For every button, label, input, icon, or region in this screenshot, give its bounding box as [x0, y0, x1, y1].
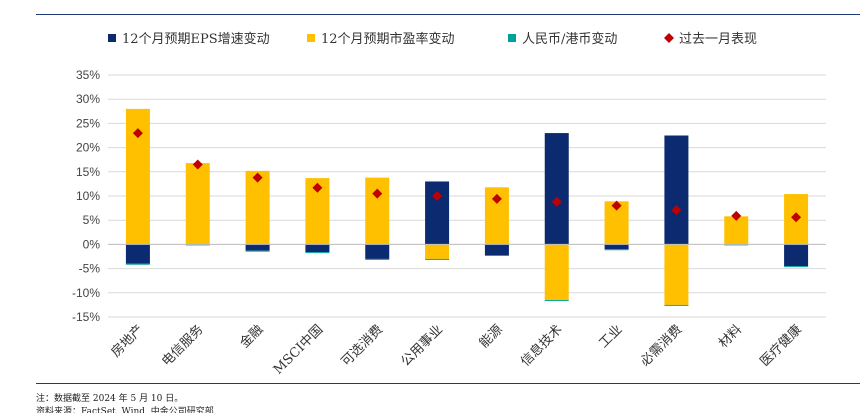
bar-pe: [365, 177, 390, 245]
bar-fx: [365, 258, 390, 260]
x-tick-label: 金融: [237, 322, 267, 352]
performance-marker: [611, 200, 622, 211]
bar-pe: [125, 108, 150, 245]
performance-marker: [192, 159, 203, 170]
bar-eps: [365, 244, 390, 259]
bar-eps: [305, 244, 330, 253]
legend-swatch: [307, 34, 315, 42]
source-note: 资料来源：FactSet, Wind, 中金公司研究部: [36, 407, 214, 413]
y-tick-label: 35%: [76, 68, 100, 82]
performance-marker: [372, 188, 383, 199]
performance-marker: [432, 191, 443, 201]
bar-eps: [484, 244, 509, 256]
performance-marker: [791, 212, 802, 223]
performance-marker: [551, 196, 562, 207]
performance-marker: [731, 210, 742, 221]
x-tick-label: 可选消费: [339, 322, 386, 369]
legend-label: 过去一月表现: [679, 32, 757, 47]
bar-eps: [784, 244, 809, 267]
chart: 35% 30% 25% 20% 15% 10% 5% 0% -5% -10% -15% 房地产 电信服务…: [72, 31, 826, 378]
y-tick-label: 10%: [76, 189, 100, 203]
y-tick-label: 20%: [76, 141, 100, 155]
x-tick-label: 电信服务: [158, 322, 206, 370]
top-rule: [36, 14, 860, 15]
x-tick-label: MSCI中国: [271, 322, 326, 377]
bar-eps: [664, 135, 689, 245]
bar-eps: [125, 244, 150, 264]
bar-eps: [245, 244, 270, 251]
bar-pe: [425, 244, 450, 259]
x-tick-label: 工业: [596, 322, 625, 351]
y-tick-label: 25%: [76, 116, 100, 130]
performance-marker: [132, 128, 143, 139]
legend-swatch: [508, 34, 516, 42]
x-tick-label: 材料: [716, 322, 745, 351]
x-tick-label: 房地产: [108, 322, 147, 361]
y-tick-label: 15%: [76, 165, 100, 179]
bar-fx: [604, 249, 629, 251]
legend-label: 人民币/港币变动: [522, 31, 617, 47]
y-tick-label: -5%: [79, 262, 101, 276]
performance-marker: [312, 182, 323, 193]
bar-fx: [784, 266, 809, 268]
bar-fx: [245, 250, 270, 252]
bar-fx: [425, 258, 450, 260]
legend-swatch: [664, 33, 674, 43]
bar-fx: [125, 263, 150, 265]
bar-eps: [544, 133, 569, 245]
y-tick-label: 5%: [83, 213, 101, 227]
bar-pe: [544, 244, 569, 301]
performance-marker: [252, 172, 263, 183]
legend-swatch: [108, 34, 116, 42]
legend-label: 12个月预期EPS增速变动: [122, 31, 270, 47]
bar-eps: [604, 244, 629, 250]
bar-fx: [664, 304, 689, 306]
bar-eps: [425, 181, 450, 245]
x-tick-label: 能源: [477, 322, 506, 351]
bar-pe: [724, 216, 749, 245]
x-tick-label: 信息技术: [517, 322, 565, 370]
y-tick-label: 0%: [83, 237, 101, 251]
bar-fx: [305, 252, 330, 254]
footnote: 注：数据截至 2024 年 5 月 10 日。: [36, 394, 184, 404]
x-tick-label: 公用事业: [399, 322, 446, 369]
performance-marker: [491, 193, 502, 204]
bar-fx: [544, 300, 569, 302]
legend-label: 12个月预期市盈率变动: [321, 31, 455, 47]
x-tick-label: 医疗健康: [757, 322, 805, 370]
y-tick-label: 30%: [76, 92, 100, 106]
y-tick-label: -10%: [72, 286, 100, 300]
y-tick-label: -15%: [72, 310, 100, 324]
bottom-rule: [36, 383, 860, 384]
bar-fx: [484, 255, 509, 257]
bar-pe: [185, 163, 210, 245]
x-tick-label: 必需消费: [638, 322, 685, 369]
bar-pe: [245, 170, 270, 245]
bar-pe: [664, 244, 689, 305]
performance-marker: [671, 205, 682, 216]
